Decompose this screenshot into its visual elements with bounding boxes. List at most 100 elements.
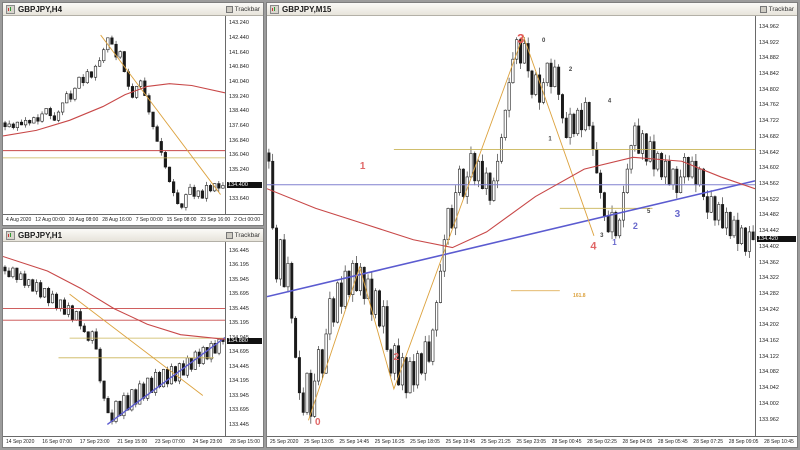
price-label: 134.682	[759, 133, 779, 140]
price-label: 133.945	[229, 392, 249, 399]
chart-plot[interactable]: 0 1 2 3 4 1 2 3 0 2 4 1 3 5 161.8	[267, 16, 755, 436]
trackbar-label: Trackbar	[768, 5, 794, 13]
price-label: 134.445	[229, 363, 249, 370]
time-label: 25 Sep 19:45	[445, 439, 476, 445]
chart-icon	[6, 4, 15, 14]
wave-label: 4	[590, 241, 597, 253]
wave-label: 0	[315, 417, 321, 428]
wave-label: 1	[612, 238, 617, 247]
price-label: 134.322	[759, 275, 779, 282]
current-price-box: 134.420	[757, 236, 796, 243]
time-label: 20 Aug 08:00	[68, 217, 99, 223]
price-label: 134.195	[229, 378, 249, 385]
price-label: 136.195	[229, 262, 249, 269]
price-label: 140.840	[229, 64, 249, 71]
wave-label: 0	[542, 38, 546, 44]
price-label: 143.240	[229, 20, 249, 27]
price-label: 135.695	[229, 291, 249, 298]
price-label: 135.945	[229, 276, 249, 283]
window-title: GBPJPY,M15	[282, 4, 332, 14]
time-label: 14 Sep 2020	[6, 439, 35, 445]
wave-label: 1	[360, 161, 366, 172]
price-label: 134.122	[759, 353, 779, 360]
wave-label: 4	[608, 99, 612, 105]
price-label: 134.562	[759, 181, 779, 187]
time-label: 25 Sep 16:25	[374, 439, 405, 445]
price-label: 134.522	[759, 196, 779, 203]
time-label: 28 Sep 04:05	[622, 439, 653, 445]
chart-window-m15[interactable]: GBPJPY,M15 Trackbar 0 1 2 3 4 1 2 3 0 2 4 1 3 5 161.8 …	[266, 2, 798, 448]
time-label: 28 Sep 10:45	[764, 439, 794, 445]
time-label: 28 Sep 09:05	[728, 439, 759, 445]
time-label: 28 Sep 00:45	[551, 439, 582, 445]
chart-icon	[270, 4, 279, 14]
time-axis[interactable]: 4 Aug 2020 12 Aug 00:00 20 Aug 08:00 28 Aug…	[3, 214, 263, 225]
trackbar-icon	[225, 231, 233, 239]
price-label: 134.482	[759, 212, 779, 219]
price-label: 134.442	[759, 228, 779, 235]
time-label: 2 Oct 00:00	[234, 217, 260, 223]
price-label: 142.440	[229, 35, 249, 41]
price-label: 134.002	[759, 400, 779, 407]
chart-plot[interactable]	[3, 16, 225, 214]
chart-plot[interactable]	[3, 242, 225, 436]
trackbar-icon	[225, 5, 233, 13]
price-label: 135.445	[229, 305, 249, 312]
window-titlebar[interactable]: GBPJPY,M15 Trackbar	[267, 3, 797, 16]
time-label: 24 Sep 23:00	[192, 439, 223, 445]
price-axis[interactable]: 143.240 142.440 141.640 140.840 140.040 139.2…	[225, 16, 263, 214]
price-axis[interactable]: 134.962 134.922 134.882 134.842 134.802 134.7…	[755, 16, 797, 436]
time-label: 28 Sep 07:25	[693, 439, 724, 445]
time-axis[interactable]: 25 Sep 2020 25 Sep 13:05 25 Sep 14:45 25 Se…	[267, 436, 797, 447]
time-label: 25 Sep 14:45	[339, 439, 370, 445]
price-label: 134.802	[759, 86, 779, 93]
price-label: 136.445	[229, 247, 249, 254]
price-label: 137.640	[229, 123, 249, 129]
time-label: 28 Aug 16:00	[102, 217, 132, 223]
wave-label: 2	[569, 67, 573, 73]
trackbar-icon	[759, 5, 767, 13]
price-label: 134.962	[759, 23, 779, 30]
time-axis[interactable]: 14 Sep 2020 16 Sep 07:00 17 Sep 23:00 21 Se…	[3, 436, 263, 447]
wave-label: 2	[633, 221, 638, 231]
price-label: 133.445	[229, 421, 249, 428]
price-label: 133.640	[229, 196, 249, 203]
price-axis[interactable]: 136.445 136.195 135.945 135.695 135.445 135.1…	[225, 242, 263, 436]
wave-label: 5	[647, 209, 651, 215]
window-titlebar[interactable]: GBPJPY,H4 Trackbar	[3, 3, 263, 16]
time-label: 25 Sep 21:25	[480, 439, 511, 445]
price-label: 134.202	[759, 322, 779, 329]
price-label: 134.762	[759, 102, 779, 109]
price-label: 134.722	[759, 118, 779, 125]
chart-window-h4[interactable]: GBPJPY,H4 Trackbar 143.240 142.440 141.640…	[2, 2, 264, 226]
window-title: GBPJPY,H1	[18, 230, 63, 240]
time-label: 23 Sep 16:00	[200, 217, 231, 223]
price-label: 136.040	[229, 152, 249, 159]
wave-label: 2	[394, 352, 400, 363]
time-label: 12 Aug 00:00	[35, 217, 65, 223]
price-label: 134.695	[229, 349, 249, 356]
price-label: 134.282	[759, 290, 779, 297]
price-label: 135.195	[229, 320, 249, 327]
time-label: 25 Sep 13:05	[304, 439, 334, 445]
time-label: 21 Sep 15:00	[117, 439, 148, 445]
time-label: 25 Sep 18:05	[410, 439, 440, 445]
current-price-box: 134.880	[227, 338, 262, 345]
time-label: 17 Sep 23:00	[79, 439, 110, 445]
window-titlebar[interactable]: GBPJPY,H1 Trackbar	[3, 229, 263, 242]
time-label: 25 Sep 2020	[270, 439, 299, 445]
window-title: GBPJPY,H4	[18, 4, 63, 14]
price-label: 134.362	[759, 259, 779, 266]
wave-label: 161.8	[573, 293, 586, 299]
price-label: 139.240	[229, 93, 249, 100]
time-label: 23 Sep 07:00	[154, 439, 185, 445]
wave-label: 3	[675, 209, 681, 220]
price-label: 134.922	[759, 39, 779, 46]
price-label: 140.040	[229, 79, 249, 85]
price-label: 141.640	[229, 49, 249, 56]
wave-label: 1	[548, 137, 552, 143]
chart-window-h1[interactable]: GBPJPY,H1 Trackbar 136.445 136.195 135.945…	[2, 228, 264, 448]
time-label: 28 Sep 02:25	[587, 439, 617, 445]
price-label: 134.042	[759, 385, 779, 392]
time-label: 25 Sep 23:05	[516, 439, 547, 445]
